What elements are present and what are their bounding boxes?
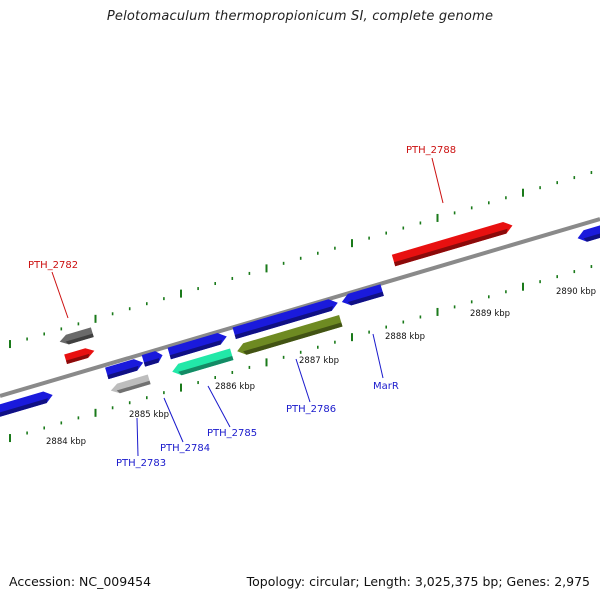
genome-summary-text: Topology: circular; Length: 3,025,375 bp… xyxy=(246,574,590,589)
gene-blue-left-edge[interactable] xyxy=(0,389,54,419)
gene-pth-2786[interactable] xyxy=(236,314,343,357)
gene-pth-2788[interactable] xyxy=(391,220,514,267)
lower-tick-track xyxy=(9,265,593,443)
scale-label-2890: 2890 kbp xyxy=(556,287,596,297)
gene-blue-c[interactable] xyxy=(232,297,340,340)
callout-line xyxy=(295,358,311,403)
upper-tick-track xyxy=(9,171,593,349)
gene-label-pth-2786[interactable]: PTH_2786 xyxy=(286,404,336,415)
gene-pth-2783[interactable] xyxy=(109,374,151,396)
scale-label-2889: 2889 kbp xyxy=(470,309,510,319)
callout-line xyxy=(51,271,69,319)
callout-line xyxy=(163,397,184,443)
page-title: Pelotomaculum thermopropionicum SI, comp… xyxy=(106,9,494,24)
gene-pth-2784[interactable] xyxy=(141,349,165,367)
gene-label-pth-2788[interactable]: PTH_2788 xyxy=(406,145,456,156)
callout-line xyxy=(372,333,384,379)
scale-label-2885: 2885 kbp xyxy=(129,410,169,420)
accession-text: Accession: NC_009454 xyxy=(9,574,152,589)
gene-marr[interactable] xyxy=(340,284,384,307)
gene-blue-a[interactable] xyxy=(105,357,145,380)
scale-label-2888: 2888 kbp xyxy=(385,332,425,342)
gene-label-pth-2784[interactable]: PTH_2784 xyxy=(160,443,210,454)
gene-label-pth-2785[interactable]: PTH_2785 xyxy=(207,428,257,439)
scale-label-2886: 2886 kbp xyxy=(215,382,255,392)
scale-label-2887: 2887 kbp xyxy=(299,356,339,366)
callout-line xyxy=(431,157,444,204)
gene-blue-b[interactable] xyxy=(167,331,229,360)
gene-label-marr[interactable]: MarR xyxy=(373,381,399,392)
gene-blue-right-edge[interactable] xyxy=(576,224,600,244)
scale-label-2884: 2884 kbp xyxy=(46,437,86,447)
gene-red-small[interactable] xyxy=(64,346,96,365)
callout-line xyxy=(207,385,231,428)
gene-label-pth-2782[interactable]: PTH_2782 xyxy=(28,260,78,271)
callout-line xyxy=(136,417,139,457)
gene-pth-2785[interactable] xyxy=(171,348,234,377)
gene-pth-2782[interactable] xyxy=(58,327,94,346)
genome-backbone xyxy=(0,217,600,398)
gene-label-pth-2783[interactable]: PTH_2783 xyxy=(116,458,166,469)
